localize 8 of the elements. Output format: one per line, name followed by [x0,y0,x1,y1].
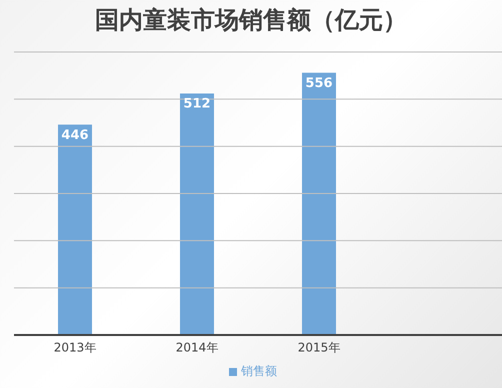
x-tick-label: 2014年 [176,340,218,355]
data-label: 446 [61,128,89,143]
chart-title: 国内童装市场销售额（亿元） [94,4,408,36]
data-label: 512 [183,96,211,112]
x-tick-label: 2015年 [298,340,340,355]
data-label: 556 [305,76,333,91]
x-tick-label: 2013年 [54,340,96,355]
legend-label: 销售额 [241,364,277,378]
